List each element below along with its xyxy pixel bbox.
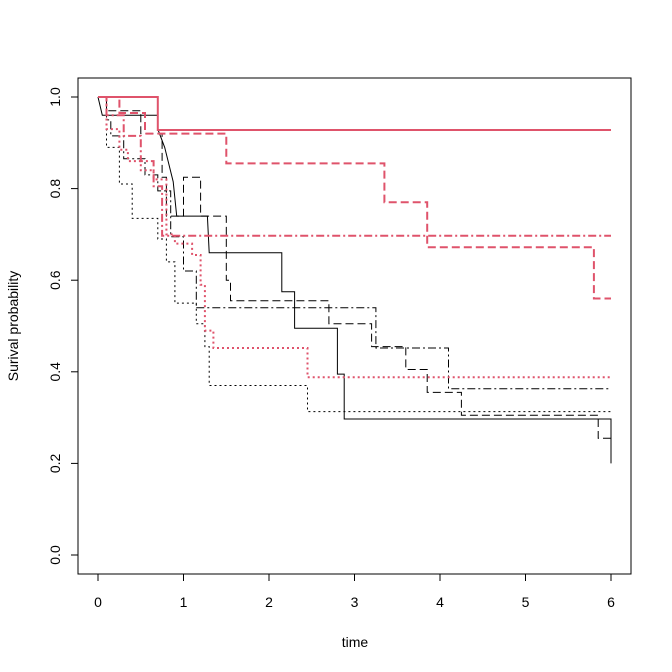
series-line-5: [98, 96, 611, 131]
series-layer: [97, 96, 612, 464]
x-tick-label: 3: [351, 594, 359, 610]
y-tick-label: 1.0: [47, 87, 63, 107]
x-axis-label: time: [342, 634, 369, 650]
y-tick-label: 0.8: [47, 179, 63, 199]
y-axis: 0.0 0.2 0.4 0.6 0.8 1.0: [47, 87, 79, 565]
x-tick-label: 1: [180, 594, 188, 610]
x-tick-label: 0: [94, 594, 102, 610]
y-tick-label: 0.0: [47, 545, 63, 565]
y-tick-label: 0.2: [47, 453, 63, 473]
x-tick-label: 5: [522, 594, 530, 610]
series-line-3: [98, 96, 611, 413]
series-line-7: [98, 96, 611, 237]
x-tick-label: 6: [607, 594, 615, 610]
series-line-6: [98, 96, 611, 300]
plot-frame: [77, 77, 632, 575]
y-axis-label: Surival probability: [5, 271, 21, 382]
y-tick-label: 0.4: [47, 362, 63, 382]
x-tick-label: 4: [436, 594, 444, 610]
series-line-4: [98, 96, 611, 390]
series-line-8: [98, 96, 611, 379]
x-axis: 0 1 2 3 4 5 6: [94, 573, 615, 610]
x-tick-label: 2: [265, 594, 273, 610]
y-tick-label: 0.6: [47, 270, 63, 290]
